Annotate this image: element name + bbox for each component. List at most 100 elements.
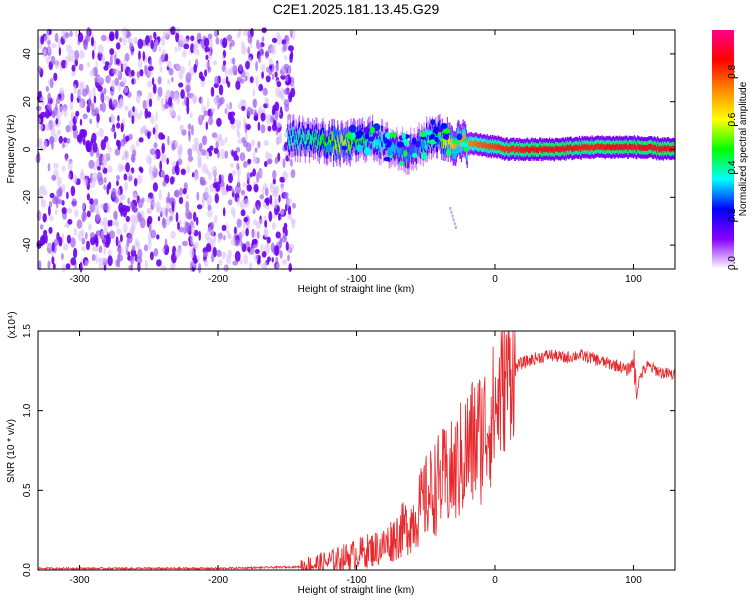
noise-blob bbox=[88, 223, 92, 231]
noise-blob bbox=[227, 199, 233, 206]
ridge-segment bbox=[606, 144, 608, 151]
ridge-segment bbox=[290, 135, 292, 146]
noise-blob bbox=[81, 228, 85, 237]
noise-blob bbox=[283, 222, 288, 230]
noise-blob bbox=[79, 262, 83, 273]
noise-blob bbox=[282, 231, 286, 240]
noise-blob bbox=[266, 66, 270, 73]
ridge-segment bbox=[603, 144, 605, 151]
noise-blob bbox=[137, 265, 141, 271]
noise-blob bbox=[107, 249, 112, 257]
ridge-segment bbox=[464, 133, 466, 143]
ridge-blob bbox=[419, 131, 427, 138]
ridge-segment bbox=[634, 143, 636, 150]
noise-blob bbox=[180, 168, 186, 175]
ridge-segment bbox=[550, 146, 552, 153]
noise-blob bbox=[260, 243, 264, 254]
noise-blob bbox=[136, 113, 142, 120]
noise-blob bbox=[264, 187, 269, 197]
noise-blob bbox=[231, 149, 234, 157]
noise-blob bbox=[58, 186, 63, 197]
noise-blob bbox=[191, 144, 197, 152]
ridge-segment bbox=[652, 145, 654, 152]
noise-blob bbox=[137, 212, 141, 220]
ridge-segment bbox=[377, 139, 379, 150]
ridge-segment bbox=[633, 142, 635, 149]
noise-blob bbox=[243, 216, 249, 223]
ridge-segment bbox=[443, 139, 445, 149]
ridge-segment bbox=[483, 141, 485, 148]
ridge-segment bbox=[638, 144, 640, 151]
noise-blob bbox=[136, 241, 141, 250]
ridge-segment bbox=[349, 144, 351, 155]
ridge-segment bbox=[558, 146, 560, 153]
noise-blob bbox=[123, 86, 129, 94]
ridge-blob bbox=[341, 145, 348, 151]
ridge-segment bbox=[479, 141, 481, 148]
ridge-segment bbox=[509, 147, 511, 154]
noise-blob bbox=[156, 95, 161, 102]
noise-blob bbox=[62, 243, 69, 251]
ridge-segment bbox=[323, 133, 325, 144]
ridge-segment bbox=[398, 146, 400, 157]
noise-blob bbox=[205, 151, 210, 160]
noise-blob bbox=[91, 109, 98, 117]
ridge-segment bbox=[384, 139, 386, 149]
noise-blob bbox=[51, 241, 55, 253]
ridge-blob bbox=[389, 132, 397, 138]
ridge-segment bbox=[587, 143, 589, 150]
noise-blob bbox=[168, 67, 174, 76]
x-tick-label: -200 bbox=[208, 274, 228, 285]
noise-blob bbox=[256, 172, 260, 183]
noise-blob bbox=[241, 45, 248, 56]
ridge-segment bbox=[303, 134, 306, 144]
noise-blob bbox=[147, 65, 154, 71]
noise-blob bbox=[129, 42, 134, 51]
ridge-segment bbox=[601, 142, 603, 149]
ridge-segment bbox=[577, 145, 579, 152]
noise-blob bbox=[161, 49, 166, 58]
noise-blob bbox=[186, 86, 190, 97]
noise-blob bbox=[108, 181, 112, 190]
noise-blob bbox=[235, 184, 241, 194]
noise-blob bbox=[178, 34, 184, 45]
ridge-segment bbox=[480, 140, 482, 147]
noise-blob bbox=[221, 55, 225, 61]
noise-blob bbox=[282, 43, 287, 52]
ridge-blob bbox=[333, 129, 339, 136]
noise-blob bbox=[227, 185, 233, 192]
ridge-segment bbox=[470, 139, 473, 146]
ridge-segment bbox=[309, 133, 311, 144]
ridge-segment bbox=[399, 148, 401, 158]
noise-blob bbox=[160, 265, 167, 271]
noise-blob bbox=[249, 76, 254, 84]
ridge-blob bbox=[356, 144, 363, 152]
noise-blob bbox=[264, 228, 268, 238]
noise-blob bbox=[103, 248, 106, 255]
noise-blob bbox=[279, 176, 285, 183]
ridge-segment bbox=[348, 141, 350, 152]
noise-blob bbox=[257, 121, 261, 131]
noise-blob bbox=[275, 256, 279, 264]
noise-blob bbox=[122, 27, 128, 38]
noise-blob bbox=[216, 117, 222, 127]
ridge-segment bbox=[396, 143, 399, 153]
ridge-segment bbox=[578, 145, 580, 152]
ridge-segment bbox=[582, 144, 584, 151]
noise-blob bbox=[158, 189, 162, 201]
noise-blob bbox=[196, 204, 203, 210]
noise-blob bbox=[101, 154, 108, 165]
noise-blob bbox=[124, 53, 130, 62]
noise-blob bbox=[108, 31, 115, 41]
noise-blob bbox=[219, 138, 225, 147]
noise-blob bbox=[230, 162, 234, 168]
noise-blob bbox=[230, 65, 233, 76]
noise-blob bbox=[144, 259, 148, 270]
ridge-segment bbox=[380, 143, 382, 153]
ridge-segment bbox=[664, 145, 666, 152]
ridge-blob bbox=[384, 132, 391, 140]
noise-blob bbox=[161, 170, 165, 178]
stray-mark bbox=[451, 214, 454, 218]
noise-blob bbox=[167, 135, 170, 146]
noise-blob bbox=[198, 142, 203, 152]
